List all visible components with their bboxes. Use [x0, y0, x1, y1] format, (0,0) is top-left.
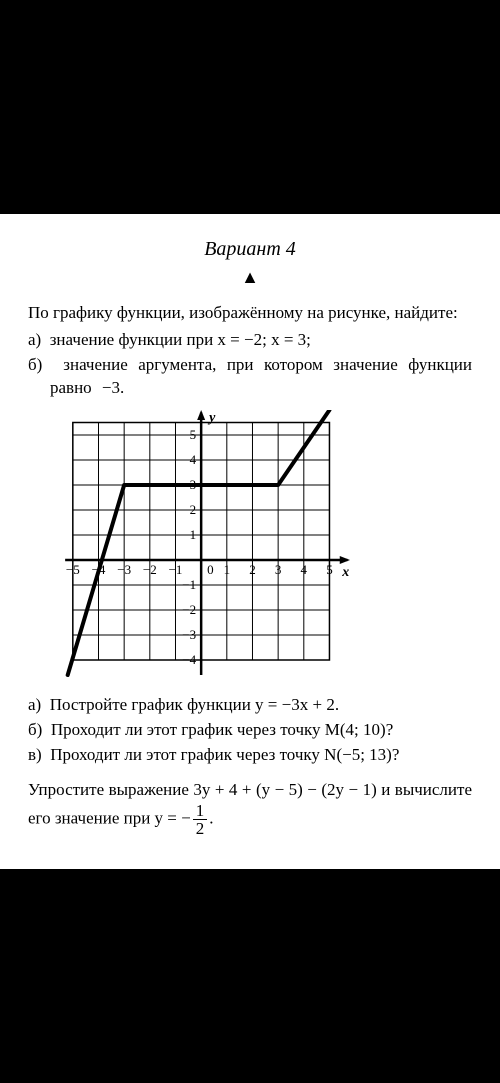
q2-c-label: в) — [28, 745, 42, 764]
q1-item-a: а) значение функции при x = −2; x = 3; — [28, 329, 472, 352]
triangle-marker: ▲ — [28, 267, 472, 288]
svg-text:−2: −2 — [143, 562, 157, 577]
svg-text:−4: −4 — [182, 652, 196, 667]
svg-text:1: 1 — [190, 527, 197, 542]
q3: Упростите выражение 3y + 4 + (y − 5) − (… — [28, 779, 472, 837]
svg-text:−1: −1 — [182, 577, 196, 592]
q1-b-label: б) — [28, 355, 42, 374]
fraction-num: 1 — [193, 802, 208, 820]
svg-text:3: 3 — [275, 562, 282, 577]
svg-text:−3: −3 — [182, 627, 196, 642]
svg-text:5: 5 — [326, 562, 333, 577]
svg-text:−2: −2 — [182, 602, 196, 617]
variant-title: Вариант 4 — [28, 238, 472, 261]
q2-item-a: а) Постройте график функции y = −3x + 2. — [28, 694, 472, 717]
svg-text:1: 1 — [224, 562, 231, 577]
q2-a-label: а) — [28, 695, 41, 714]
page: Вариант 4 ▲ По графику функции, изображё… — [0, 214, 500, 869]
q2: а) Постройте график функции y = −3x + 2.… — [28, 694, 472, 767]
fraction-den: 2 — [193, 820, 208, 837]
svg-text:4: 4 — [301, 562, 308, 577]
q1-b-text: значение аргумента, при котором значение… — [50, 355, 472, 397]
q1-a-text: значение функции при x = −2; x = 3; — [50, 330, 311, 349]
q1-a-label: а) — [28, 330, 41, 349]
fraction: 12 — [193, 802, 208, 837]
svg-text:−3: −3 — [117, 562, 131, 577]
q3-text-1: Упростите выражение 3y + 4 + (y − 5) − (… — [28, 780, 472, 827]
q2-item-b: б) Проходит ли этот график через точку M… — [28, 719, 472, 742]
svg-text:x: x — [341, 565, 349, 580]
svg-text:0: 0 — [207, 562, 214, 577]
q2-b-label: б) — [28, 720, 42, 739]
chart-container: −5−4−3−2−11234512345−1−2−3−40yx — [28, 410, 472, 680]
q2-c-text: Проходит ли этот график через точку N(−5… — [50, 745, 399, 764]
q2-a-text: Постройте график функции y = −3x + 2. — [50, 695, 339, 714]
function-graph: −5−4−3−2−11234512345−1−2−3−40yx — [60, 410, 350, 680]
q2-item-c: в) Проходит ли этот график через точку N… — [28, 744, 472, 767]
svg-text:y: y — [207, 411, 216, 426]
q3-text-2: . — [209, 808, 213, 827]
svg-text:2: 2 — [190, 502, 197, 517]
q1-item-b: б) значение аргумента, при котором значе… — [28, 354, 472, 400]
svg-text:−5: −5 — [66, 562, 80, 577]
svg-text:2: 2 — [249, 562, 256, 577]
svg-text:−1: −1 — [169, 562, 183, 577]
q1-prompt: По графику функции, изображённому на рис… — [28, 302, 472, 325]
q2-b-text: Проходит ли этот график через точку M(4;… — [51, 720, 393, 739]
svg-text:5: 5 — [190, 427, 197, 442]
svg-text:4: 4 — [190, 452, 197, 467]
